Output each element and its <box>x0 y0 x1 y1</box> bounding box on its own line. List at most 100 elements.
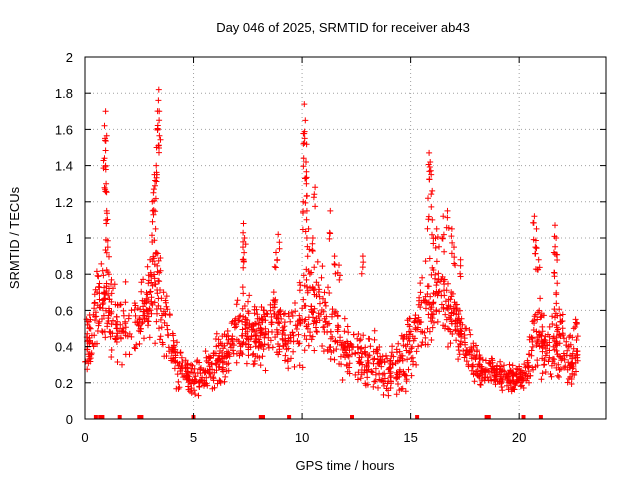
data-point <box>138 279 145 286</box>
data-point <box>290 338 297 345</box>
data-point <box>542 369 549 375</box>
data-point <box>114 318 121 325</box>
data-point-peak <box>554 257 561 263</box>
data-point-peak <box>427 159 434 165</box>
data-point <box>251 360 258 367</box>
data-point-peak <box>103 180 110 187</box>
data-point-peak <box>301 135 308 142</box>
data-point-zero <box>287 415 292 419</box>
data-point <box>278 315 285 322</box>
data-point <box>155 257 162 264</box>
data-point-peak <box>104 244 111 251</box>
data-point <box>521 370 528 376</box>
data-point <box>275 309 282 316</box>
data-point <box>421 297 428 304</box>
data-point-peak <box>154 126 161 133</box>
data-point <box>569 350 576 357</box>
data-point <box>198 364 204 371</box>
data-point-peak <box>103 207 110 214</box>
data-point <box>108 347 115 353</box>
data-point <box>156 336 163 343</box>
data-point <box>345 329 352 336</box>
data-point <box>318 274 325 281</box>
y-tick-label: 0 <box>66 412 73 427</box>
data-point <box>149 282 156 289</box>
data-point-peak <box>457 256 464 263</box>
data-point <box>344 352 351 359</box>
data-point-peak <box>300 209 306 216</box>
data-point <box>476 352 483 359</box>
data-point <box>160 308 167 315</box>
data-point <box>402 388 409 395</box>
data-point <box>185 369 192 376</box>
data-point <box>484 374 491 381</box>
data-point <box>120 328 127 335</box>
data-point <box>151 275 158 282</box>
data-point <box>254 315 261 322</box>
data-point <box>455 356 462 363</box>
data-point <box>429 264 436 271</box>
data-point-peak <box>156 108 163 115</box>
data-point <box>246 320 253 327</box>
data-point <box>168 355 174 362</box>
data-point-peak <box>300 155 307 162</box>
data-point-peak <box>305 225 312 232</box>
data-point <box>94 302 101 309</box>
data-point <box>537 295 544 302</box>
data-point-peak <box>552 222 558 229</box>
data-point <box>325 284 331 291</box>
data-point <box>370 348 377 355</box>
data-point-peak <box>150 211 157 218</box>
data-point <box>256 354 263 361</box>
data-point <box>415 343 422 350</box>
data-point <box>268 319 275 326</box>
data-point-peak <box>157 136 164 143</box>
x-tick-label: 20 <box>512 430 526 445</box>
data-point <box>151 255 157 262</box>
data-point <box>560 350 567 357</box>
data-point <box>426 301 433 308</box>
data-point <box>289 312 296 319</box>
data-point <box>428 337 435 343</box>
data-point <box>461 339 468 346</box>
data-point <box>472 368 479 375</box>
data-point <box>303 336 310 343</box>
data-point-zero <box>484 415 489 419</box>
data-point <box>427 293 434 300</box>
data-point <box>441 292 448 299</box>
data-point <box>163 293 170 300</box>
data-point <box>99 329 106 336</box>
data-point <box>399 385 406 392</box>
data-point <box>233 301 240 308</box>
data-point <box>117 334 124 341</box>
data-point <box>135 321 142 328</box>
data-point <box>548 362 555 369</box>
data-point <box>494 362 501 369</box>
data-point <box>256 320 262 326</box>
data-point <box>392 360 399 367</box>
data-point <box>218 355 225 362</box>
data-point <box>280 311 287 318</box>
data-point <box>213 330 220 337</box>
data-point <box>489 357 496 364</box>
x-tick-label: 5 <box>190 430 197 445</box>
data-point <box>530 366 537 373</box>
data-point <box>419 274 426 281</box>
data-point <box>534 357 541 364</box>
data-point <box>381 370 388 377</box>
data-point <box>405 366 412 373</box>
data-point <box>265 334 272 341</box>
data-point <box>424 325 431 332</box>
data-point-peak <box>428 203 435 210</box>
data-point <box>158 324 165 331</box>
data-point <box>541 361 548 368</box>
data-point <box>332 337 339 344</box>
data-point <box>440 322 447 329</box>
data-point-peak <box>553 289 560 296</box>
data-point <box>384 380 391 387</box>
data-point <box>141 335 147 342</box>
data-point <box>370 360 377 367</box>
data-point <box>525 368 532 375</box>
data-point <box>136 340 143 347</box>
